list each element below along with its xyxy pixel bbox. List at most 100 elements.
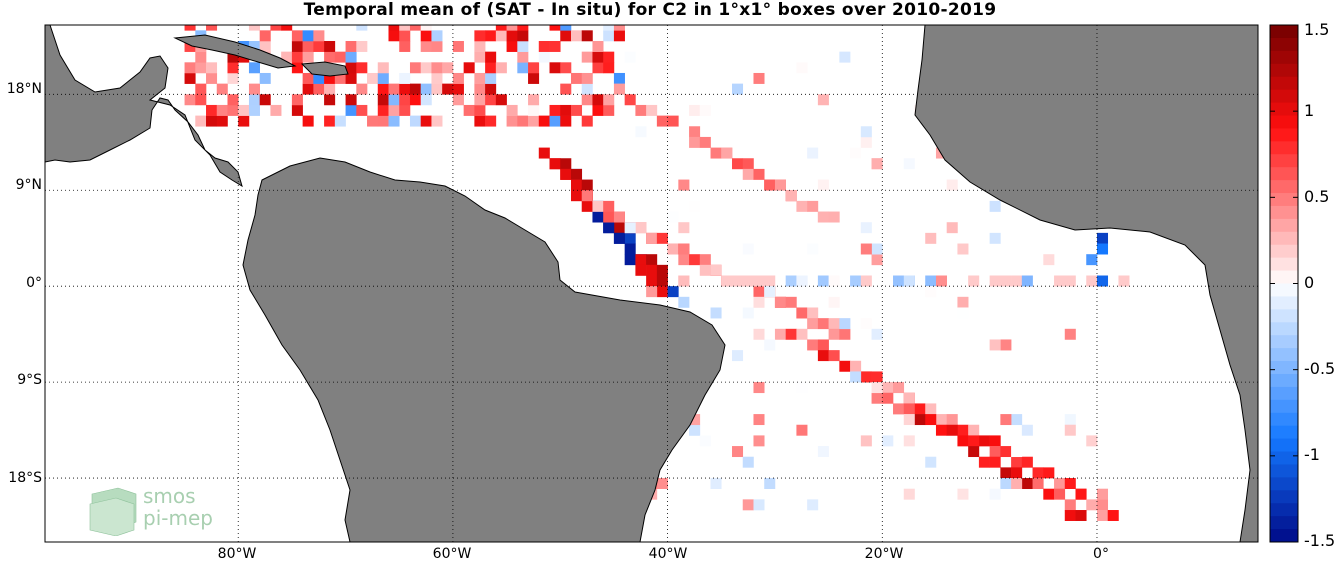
anomaly-cell — [656, 286, 668, 298]
anomaly-cell — [764, 339, 776, 351]
anomaly-cell — [603, 222, 615, 234]
anomaly-cell — [882, 392, 894, 404]
anomaly-cell — [753, 499, 765, 511]
anomaly-cell — [925, 286, 937, 298]
anomaly-cell — [656, 264, 668, 276]
anomaly-cell — [313, 83, 325, 95]
anomaly-cell — [624, 94, 636, 106]
anomaly-cell — [624, 222, 636, 234]
anomaly-cell — [989, 435, 1001, 447]
anomaly-cell — [1011, 446, 1023, 458]
anomaly-cell — [270, 25, 282, 31]
colorbar-swatch — [1270, 309, 1298, 323]
anomaly-cell — [1064, 424, 1076, 436]
anomaly-cell — [882, 435, 894, 447]
anomaly-cell — [785, 275, 797, 287]
anomaly-cell — [1000, 339, 1012, 351]
anomaly-cell — [474, 51, 486, 63]
anomaly-cell — [742, 307, 754, 319]
colorbar-label-neg0.5: -0.5 — [1304, 359, 1336, 378]
anomaly-cell — [732, 83, 744, 95]
colorbar-swatch — [1270, 451, 1298, 465]
anomaly-cell — [1054, 275, 1066, 287]
anomaly-cell — [1096, 275, 1109, 287]
anomaly-cell — [1021, 478, 1033, 490]
anomaly-cell — [184, 40, 196, 52]
anomaly-cell — [549, 25, 561, 31]
anomaly-cell — [302, 40, 314, 52]
anomaly-cell — [581, 83, 593, 95]
anomaly-cell — [324, 83, 336, 95]
anomaly-cell — [635, 126, 647, 138]
hispaniola-land — [300, 61, 349, 77]
colorbar-swatch — [1270, 128, 1298, 142]
anomaly-cell — [409, 115, 422, 127]
anomaly-cell — [764, 286, 776, 298]
anomaly-cell — [828, 211, 840, 223]
anomaly-cell — [817, 446, 829, 458]
colorbar-label-neg1: -1 — [1304, 445, 1320, 464]
colorbar-swatch — [1270, 464, 1298, 478]
anomaly-cell — [1086, 254, 1098, 266]
anomaly-cell — [903, 414, 915, 426]
anomaly-cell — [807, 318, 819, 330]
anomaly-cell — [334, 51, 346, 63]
anomaly-cell — [603, 30, 615, 42]
colorbar-swatch — [1270, 361, 1298, 375]
lat-label-9s: 9°S — [17, 372, 42, 388]
colorbar-swatch — [1270, 193, 1298, 207]
anomaly-cell — [195, 83, 207, 95]
anomaly-cell — [1064, 510, 1076, 521]
anomaly-cell — [291, 40, 303, 52]
anomaly-cell — [689, 200, 701, 212]
anomaly-cell — [764, 275, 776, 287]
anomaly-cell — [324, 72, 336, 84]
anomaly-cell — [860, 136, 872, 148]
colorbar-swatch — [1270, 218, 1298, 233]
anomaly-cell — [957, 488, 969, 500]
anomaly-cell — [248, 94, 260, 106]
anomaly-cell — [710, 264, 722, 276]
anomaly-cell — [1096, 232, 1109, 244]
anomaly-cell — [828, 350, 840, 362]
anomaly-cell — [452, 72, 464, 84]
anomaly-cell — [420, 25, 432, 31]
anomaly-cell — [1000, 414, 1012, 426]
map-title: Temporal mean of (SAT - In situ) for C2 … — [303, 0, 997, 20]
anomaly-cell — [334, 115, 346, 127]
colorbar-swatch — [1270, 76, 1298, 91]
anomaly-cell — [495, 62, 507, 74]
colorbar-label-0.5: 0.5 — [1304, 187, 1330, 206]
colorbar-swatch — [1270, 37, 1298, 52]
anomaly-cell — [270, 104, 282, 116]
anomaly-cell — [1075, 510, 1087, 521]
colorbar-swatch — [1270, 503, 1298, 517]
anomaly-cell — [334, 72, 346, 84]
anomaly-cell — [957, 296, 969, 308]
anomaly-cell — [850, 371, 862, 383]
colorbar-swatch — [1270, 412, 1298, 427]
anomaly-cell — [817, 275, 829, 287]
anomaly-cell — [474, 30, 486, 42]
anomaly-cell — [656, 115, 668, 127]
anomaly-cell — [592, 94, 604, 106]
anomaly-cell — [517, 51, 529, 63]
anomaly-cell — [474, 104, 486, 116]
anomaly-cell — [742, 456, 754, 468]
anomaly-cell — [1000, 478, 1012, 490]
anomaly-cell — [957, 243, 969, 255]
anomaly-cell — [560, 168, 572, 180]
anomaly-cell — [656, 232, 668, 244]
map-frame — [44, 24, 1259, 543]
anomaly-cell — [388, 115, 400, 127]
anomaly-cell — [968, 435, 980, 447]
colorbar-ticks — [1270, 24, 1298, 543]
colorbar-swatch — [1270, 205, 1298, 220]
anomaly-cell — [1021, 275, 1033, 287]
colorbar-swatch — [1270, 373, 1298, 388]
anomaly-cell — [517, 30, 529, 42]
anomaly-cell — [978, 456, 990, 468]
africa-land — [914, 25, 1258, 542]
anomaly-cell — [667, 115, 679, 127]
anomaly-cell — [946, 424, 958, 436]
